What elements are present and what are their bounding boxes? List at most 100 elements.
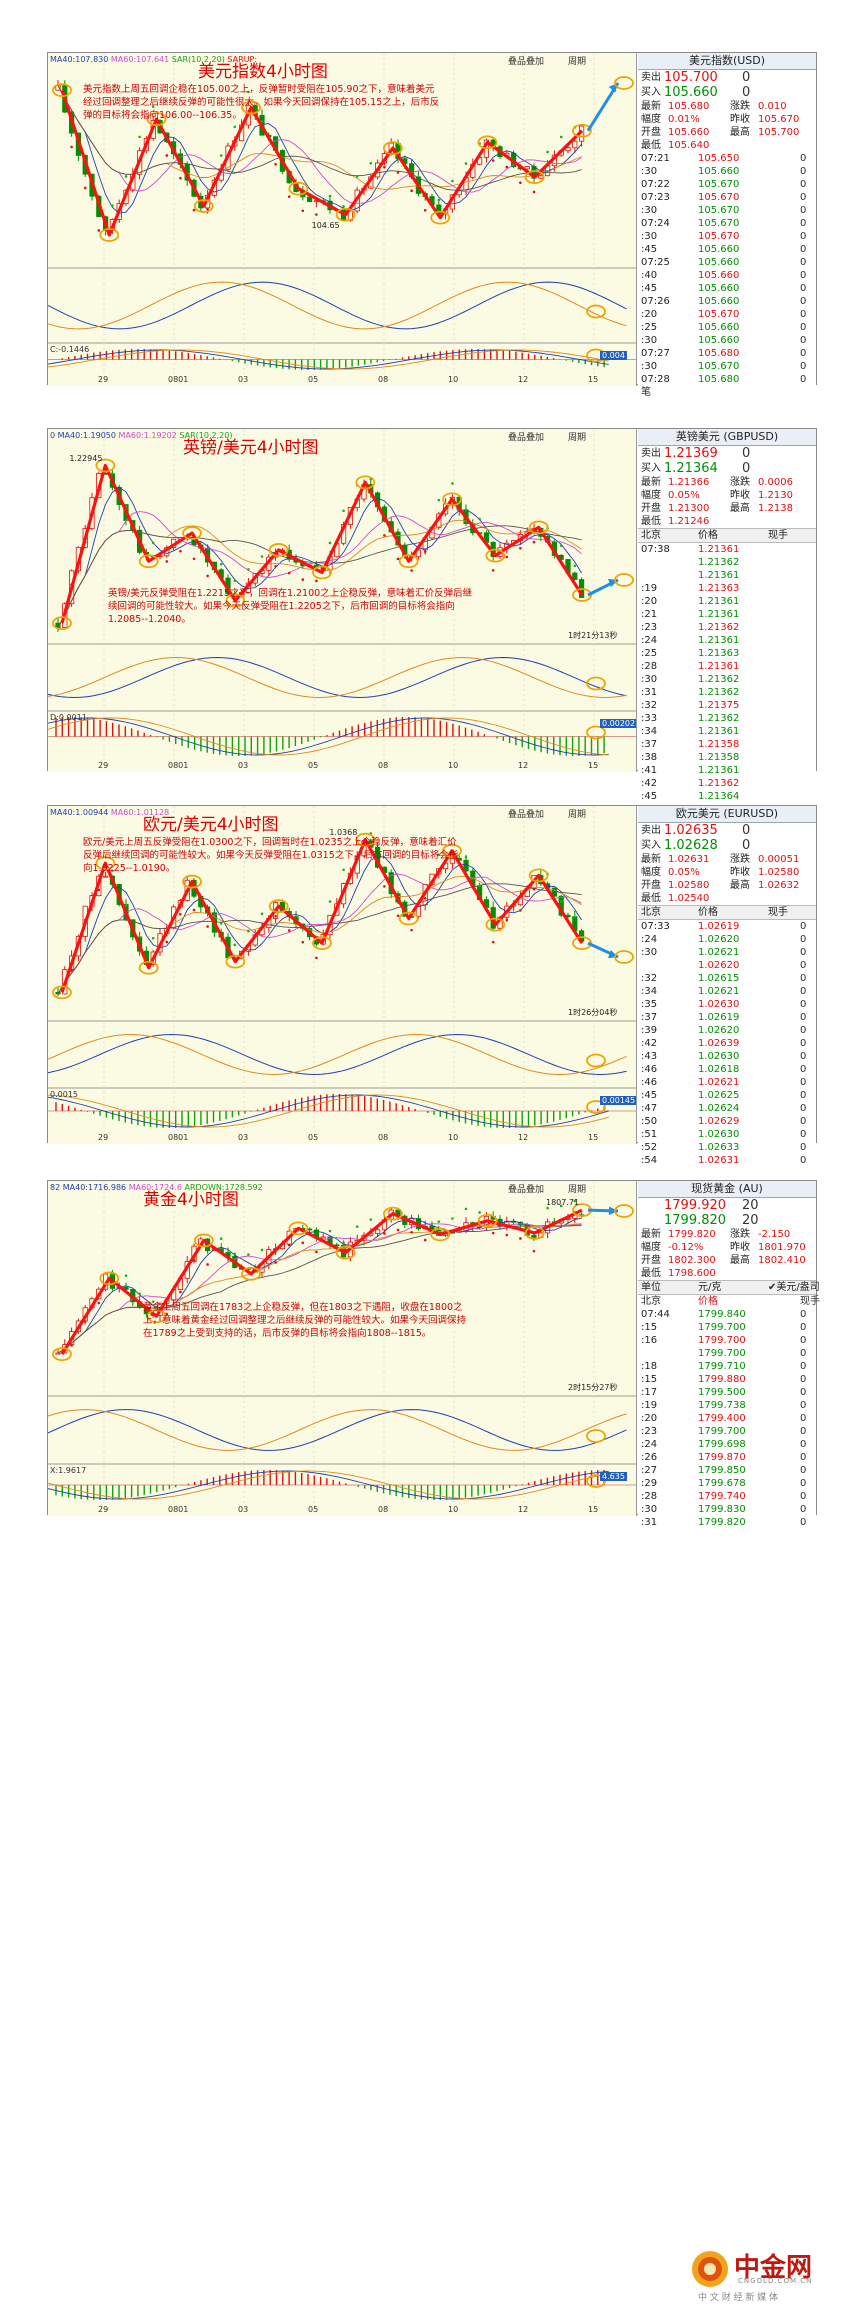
tick-time: :23 (641, 622, 658, 633)
tick-time: :21 (641, 609, 658, 620)
tick-list-item: 07:27 105.680 0 (638, 347, 816, 360)
stat-label: 昨收 (730, 867, 750, 878)
swing-point-marker (52, 616, 72, 631)
macd-value-tag: 0.00202 (600, 719, 636, 728)
overlay-button[interactable]: 叠品叠加 (508, 433, 545, 443)
tick-price: 1.02625 (698, 1090, 740, 1101)
oscillator-line (48, 281, 627, 330)
stat-value: 1.02540 (668, 893, 710, 904)
tick-list-item: :31 1.21362 (638, 686, 816, 699)
period-button[interactable]: 周期 (568, 1185, 587, 1195)
tick-price: 1.21364 (698, 791, 740, 802)
tick-time: :42 (641, 1038, 658, 1049)
candlestick-chart[interactable]: 29 0801 03 05 08 10 12 15 美元指数4小时图 美元指数上周五回调企稳在10… (48, 53, 637, 386)
tick-list-item: :54 1.02631 0 (638, 1154, 816, 1167)
stat-value: 1.2130 (758, 490, 793, 501)
tick-time: :50 (641, 1116, 658, 1127)
swing-point-marker (193, 199, 214, 213)
period-button[interactable]: 周期 (568, 57, 587, 67)
sar-dot (505, 1233, 509, 1237)
sar-dot (287, 195, 291, 198)
candle-body (572, 140, 578, 149)
sar-dot (355, 174, 359, 178)
stat-value: 1.02580 (668, 880, 710, 891)
x-tick-label: 15 (588, 1133, 599, 1142)
sar-dot (301, 940, 305, 944)
candlestick-chart[interactable]: 29 0801 03 05 08 10 12 15 欧元/美元4小时图 欧元/美元上周五反弹受阻在… (48, 806, 637, 1144)
sar-label: SAR(10,2,20) (171, 55, 225, 64)
tick-volume: 0 (800, 999, 807, 1010)
tick-volume: 0 (800, 1400, 807, 1411)
tick-list-item: 07:33 1.02619 0 (638, 920, 816, 933)
quote-stat-row: 最新 1799.820 涨跌 -2.150 (638, 1228, 816, 1241)
period-button[interactable]: 周期 (568, 810, 587, 820)
tick-list-item: :47 1.02624 0 (638, 1102, 816, 1115)
tick-list-item: :42 1.02639 0 (638, 1037, 816, 1050)
tick-price: 1.02633 (698, 1142, 740, 1153)
stat-label: 最低 (641, 140, 661, 151)
chart-title: 黄金4小时图 (143, 1190, 239, 1210)
sell-quote-price: 1.21369 (664, 446, 718, 461)
tick-list-item: :32 1.02615 0 (638, 972, 816, 985)
tick-volume: 0 (800, 921, 807, 932)
candlestick-chart[interactable]: 29 0801 03 05 08 10 12 15 黄金4小时图 黄金上周五回调在1783之上企稳… (48, 1181, 637, 1516)
analysis-note: 欧元/美元上周五反弹受阻在1.0300之下，回调暂时在1.0235之上企稳反弹，… (83, 837, 459, 874)
tick-list-item: :28 1799.740 0 (638, 1490, 816, 1503)
sar-dot (410, 189, 413, 192)
macd-line (48, 1470, 609, 1500)
buy-quote-price: 1799.820 (664, 1213, 727, 1228)
tick-volume: 0 (800, 179, 807, 190)
tick-volume: 0 (800, 986, 807, 997)
tick-volume: 0 (800, 1142, 807, 1153)
tick-list-item: :20 1.21361 (638, 595, 816, 608)
tick-volume: 0 (800, 1090, 807, 1101)
stat-value: -2.150 (758, 1229, 791, 1240)
sar-dot (315, 213, 318, 216)
indicator-legend: 82 MA40:1716.986 MA60:1724.6 ARDOWN:1728… (50, 1183, 263, 1192)
tick-volume: 0 (800, 166, 807, 177)
sell-quote-tail: 0 (742, 446, 751, 461)
macd-line (48, 1470, 609, 1500)
sar-dot (519, 909, 522, 912)
tick-volume: 0 (800, 361, 807, 372)
tick-list-item: :25 105.660 0 (638, 321, 816, 334)
sar-dot (138, 1292, 141, 1296)
bar-countdown: 1时21分13秒 (568, 631, 618, 640)
tick-list-column: 北京 (641, 907, 661, 918)
overlay-button[interactable]: 叠品叠加 (508, 810, 545, 820)
tick-time: :34 (641, 726, 658, 737)
overlay-button[interactable]: 叠品叠加 (508, 57, 545, 67)
chart-panel: 29 0801 03 05 08 10 12 15 美元指数4小时图 美元指数上周五回调企稳在10… (47, 52, 817, 398)
sar-dot (532, 540, 536, 544)
tick-time: 07:28 (641, 374, 670, 385)
sar-dot (219, 154, 223, 157)
tick-list-item: :17 1799.500 0 (638, 1386, 816, 1399)
tick-list-item: 07:44 1799.840 0 (638, 1308, 816, 1321)
tick-time: :41 (641, 765, 658, 776)
sar-dot (559, 1204, 563, 1208)
tick-volume: 0 (800, 1439, 807, 1450)
sar-dot (179, 1290, 182, 1294)
sar-dot (247, 90, 250, 94)
tick-volume: 0 (800, 1348, 807, 1359)
stat-label: 最低 (641, 893, 661, 904)
candle-body (449, 857, 456, 864)
tick-price: 1.21363 (698, 648, 740, 659)
sar-dot (396, 171, 400, 174)
overlay-button[interactable]: 叠品叠加 (508, 1185, 545, 1195)
tick-price: 1799.678 (698, 1478, 746, 1489)
swing-point-marker (241, 100, 261, 115)
tick-price: 1.21361 (698, 635, 740, 646)
tick-volume: 0 (800, 231, 807, 242)
tick-price: 1.02630 (698, 1129, 740, 1140)
tick-time: 07:26 (641, 296, 670, 307)
tick-price: 105.670 (698, 231, 740, 242)
sar-dot (124, 904, 128, 908)
stat-value: 0.01% (668, 114, 700, 125)
candlestick-chart[interactable]: 29 0801 03 05 08 10 12 15 英镑/美元4小时图 英镑/美元反弹受阻在1.2… (48, 429, 637, 772)
stat-value: 1.21366 (668, 477, 710, 488)
tick-time: :35 (641, 999, 658, 1010)
sar-dot (165, 940, 169, 944)
macd-line (48, 717, 609, 756)
period-button[interactable]: 周期 (568, 433, 587, 443)
